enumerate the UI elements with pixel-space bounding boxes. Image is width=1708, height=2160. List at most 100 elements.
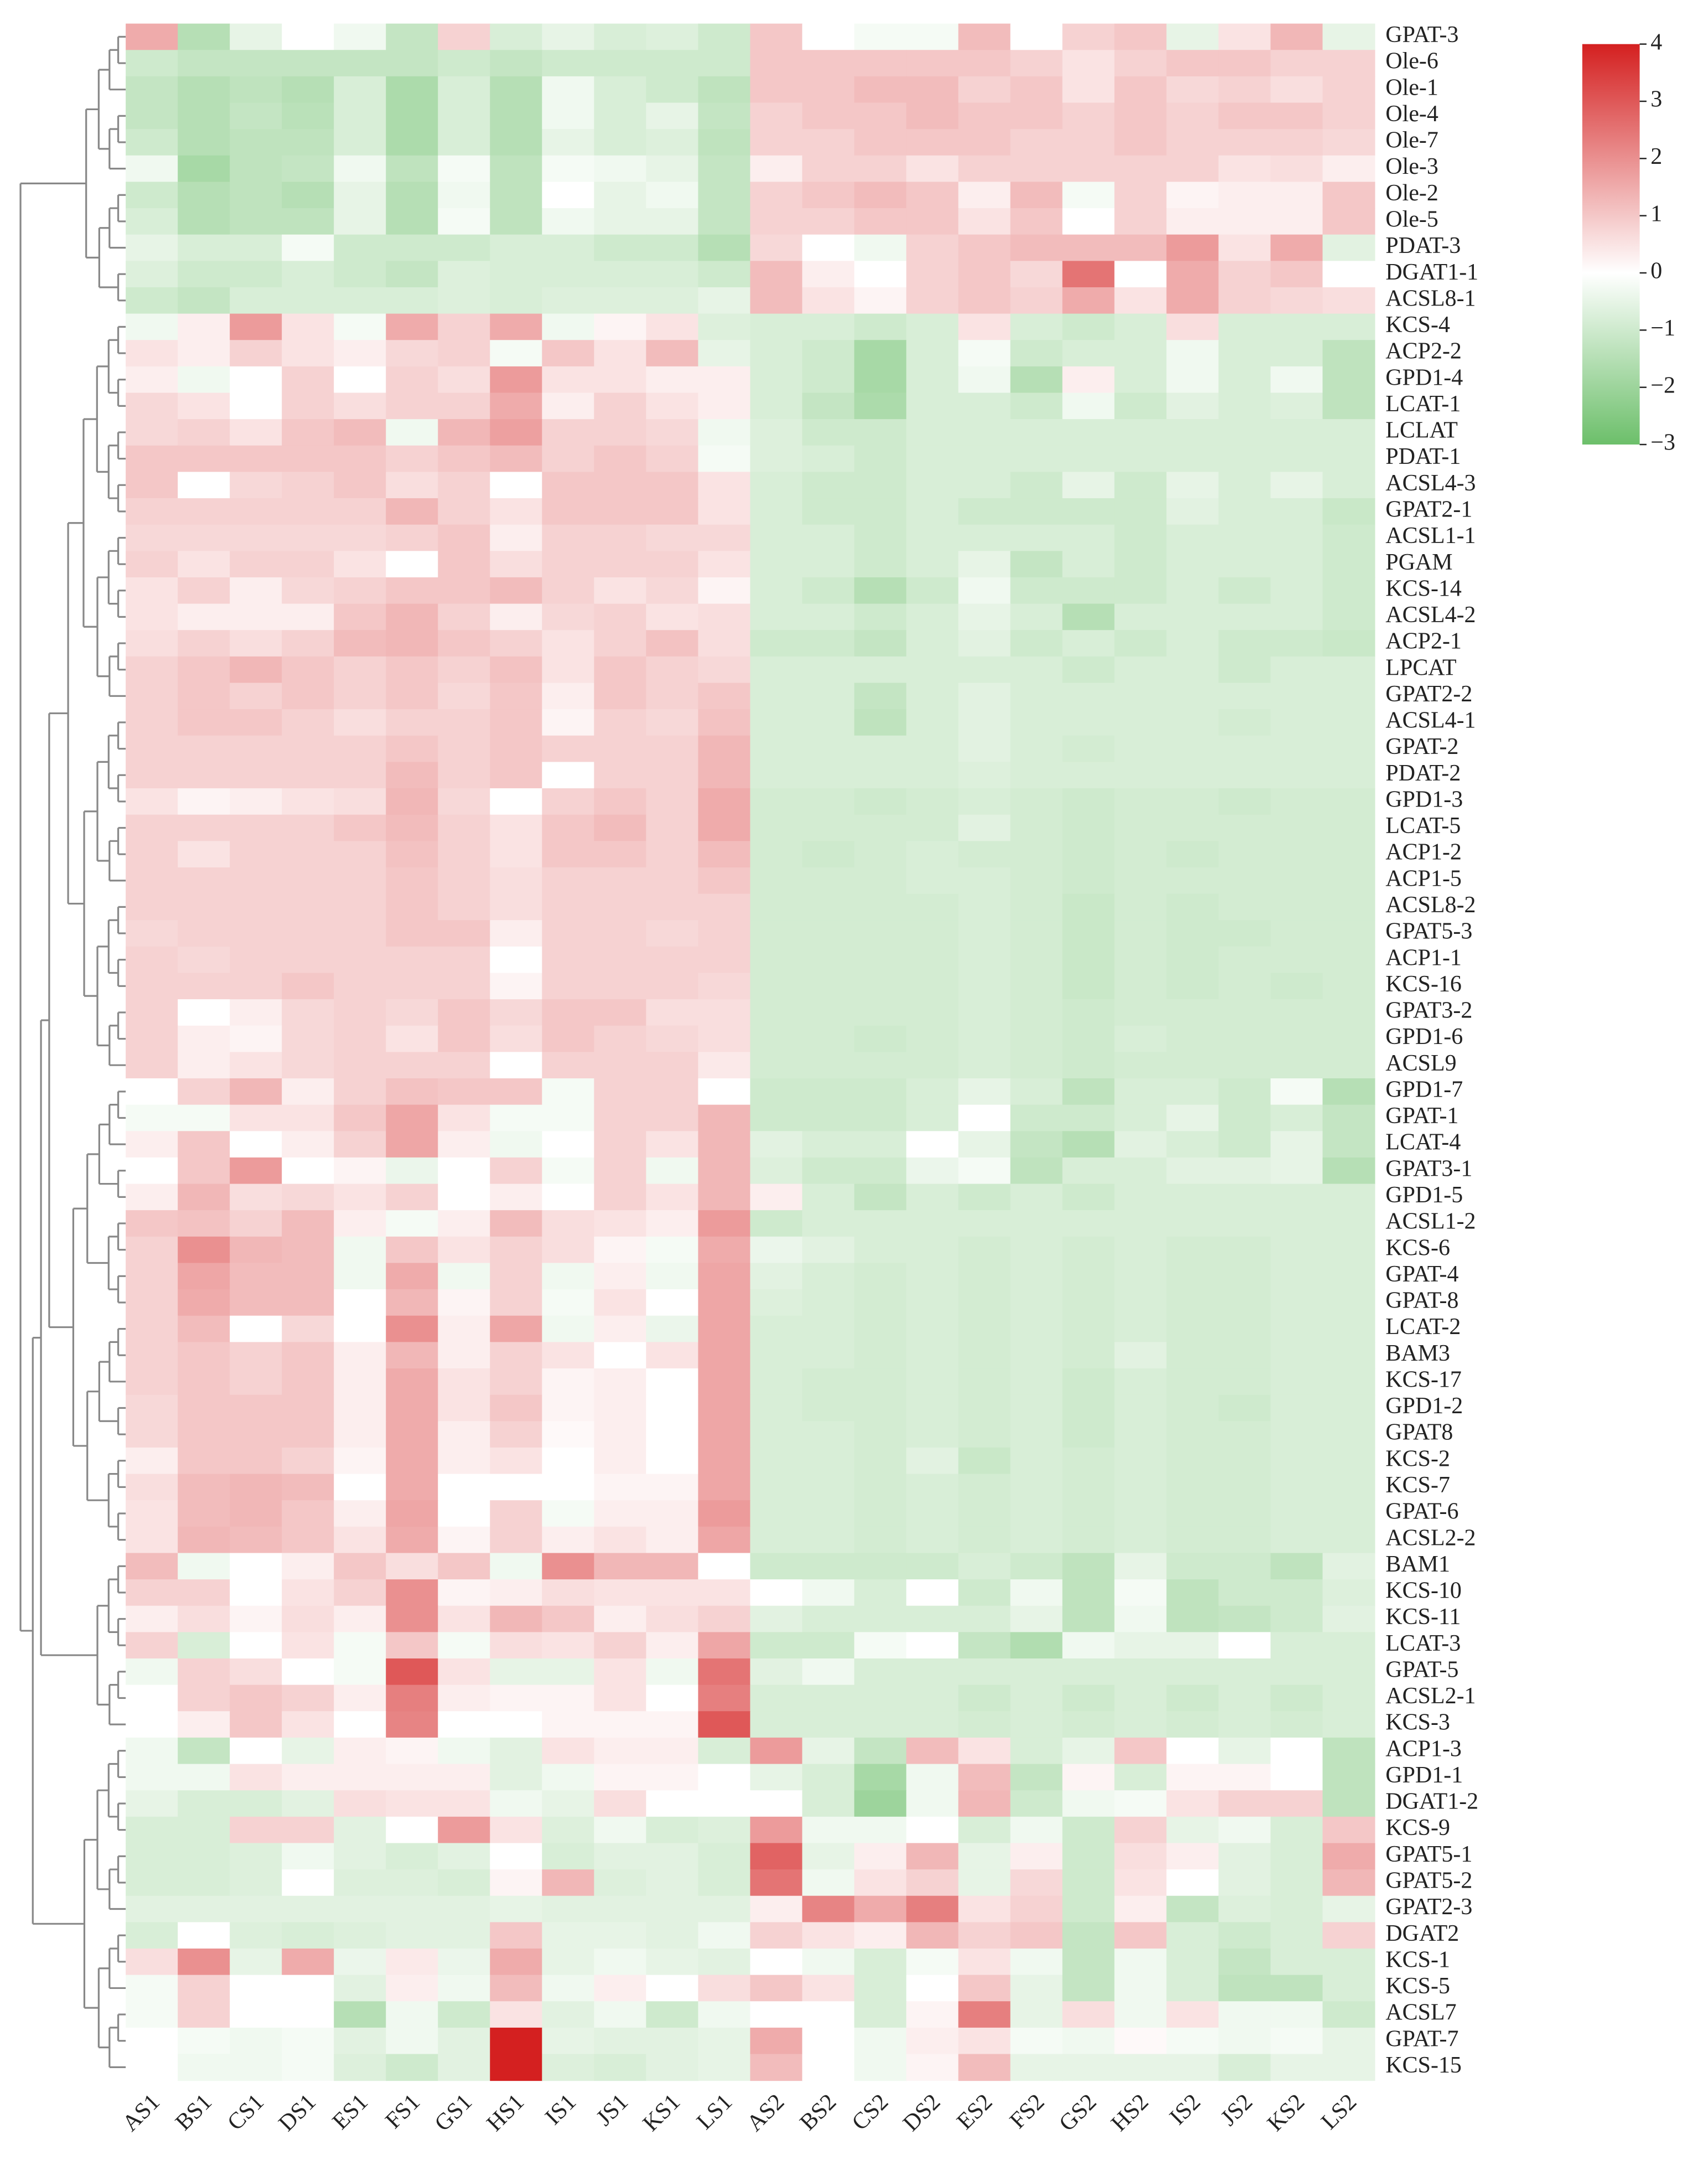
cell	[1166, 1368, 1219, 1396]
cell	[1010, 1342, 1063, 1369]
row-label: ACSL2-2	[1385, 1525, 1476, 1551]
cell	[438, 1184, 491, 1211]
cell	[178, 234, 231, 262]
cell	[1114, 2054, 1167, 2081]
cell	[1270, 709, 1323, 736]
cell	[750, 630, 803, 657]
cell	[1010, 551, 1063, 578]
cell	[646, 1869, 699, 1897]
cell	[1270, 2027, 1323, 2055]
cell	[594, 155, 647, 183]
cell	[386, 946, 439, 974]
cell	[802, 1052, 855, 1079]
cell	[854, 1447, 907, 1475]
cell	[1218, 946, 1271, 974]
cell	[594, 340, 647, 367]
cell	[1010, 23, 1063, 51]
cell	[386, 551, 439, 578]
cell	[1062, 1052, 1115, 1079]
cell	[1062, 23, 1115, 51]
cell	[386, 1922, 439, 1949]
cell	[334, 102, 387, 130]
cell	[1062, 366, 1115, 394]
cell	[542, 2054, 595, 2081]
cell	[1114, 1025, 1167, 1053]
cell	[178, 735, 231, 763]
cell	[1010, 867, 1063, 895]
cell	[594, 2054, 647, 2081]
cell	[1062, 788, 1115, 815]
cell	[906, 1474, 959, 1501]
cell	[282, 1421, 335, 1448]
cell	[906, 683, 959, 710]
cell	[1114, 1500, 1167, 1527]
cell	[542, 735, 595, 763]
cell	[750, 1236, 803, 1264]
cell	[1166, 261, 1219, 288]
cell	[1270, 23, 1323, 51]
row-label: GPD1-2	[1385, 1393, 1463, 1419]
cell	[178, 366, 231, 394]
cell	[178, 577, 231, 604]
cell	[542, 366, 595, 394]
cell	[958, 1157, 1011, 1185]
cell	[594, 1052, 647, 1079]
cell	[386, 841, 439, 868]
cell	[542, 814, 595, 842]
cell	[646, 788, 699, 815]
cell	[230, 1684, 283, 1712]
cell	[1322, 920, 1375, 947]
cell	[750, 366, 803, 394]
cell	[1270, 735, 1323, 763]
cell	[1010, 1131, 1063, 1158]
cell	[438, 1394, 491, 1422]
cell	[542, 1605, 595, 1633]
cell	[594, 1289, 647, 1316]
cell	[1270, 946, 1323, 974]
cell	[1010, 1210, 1063, 1237]
cell	[126, 1816, 179, 1844]
cell	[906, 287, 959, 314]
cell	[282, 234, 335, 262]
cell	[490, 1421, 543, 1448]
cell	[386, 472, 439, 499]
cell	[698, 1263, 751, 1290]
cell	[490, 23, 543, 51]
cell	[438, 1342, 491, 1369]
cell	[178, 1289, 231, 1316]
cell	[1322, 1104, 1375, 1132]
cell	[1062, 577, 1115, 604]
cell	[386, 392, 439, 420]
cell	[542, 1131, 595, 1158]
cell	[802, 182, 855, 209]
cell	[438, 23, 491, 51]
cell	[282, 419, 335, 446]
cell	[906, 1078, 959, 1105]
cell	[1114, 1895, 1167, 1923]
cell	[1270, 577, 1323, 604]
cell	[334, 472, 387, 499]
row-label: PDAT-1	[1385, 444, 1461, 469]
cell	[1270, 419, 1323, 446]
cell	[594, 1394, 647, 1422]
cell	[698, 1052, 751, 1079]
cell	[178, 1711, 231, 1738]
cell	[646, 1948, 699, 1976]
cell	[282, 129, 335, 156]
cell	[542, 1342, 595, 1369]
cell	[958, 1368, 1011, 1396]
cell	[282, 946, 335, 974]
cell	[1166, 129, 1219, 156]
cell	[230, 1263, 283, 1290]
cell	[646, 603, 699, 631]
cell	[1062, 1553, 1115, 1580]
cell	[386, 1289, 439, 1316]
cell	[1322, 841, 1375, 868]
cell	[646, 1843, 699, 1870]
cell	[958, 1790, 1011, 1817]
cell	[1010, 1764, 1063, 1791]
cell	[750, 1632, 803, 1659]
cell	[490, 1605, 543, 1633]
cell	[1114, 1289, 1167, 1316]
cell	[386, 340, 439, 367]
